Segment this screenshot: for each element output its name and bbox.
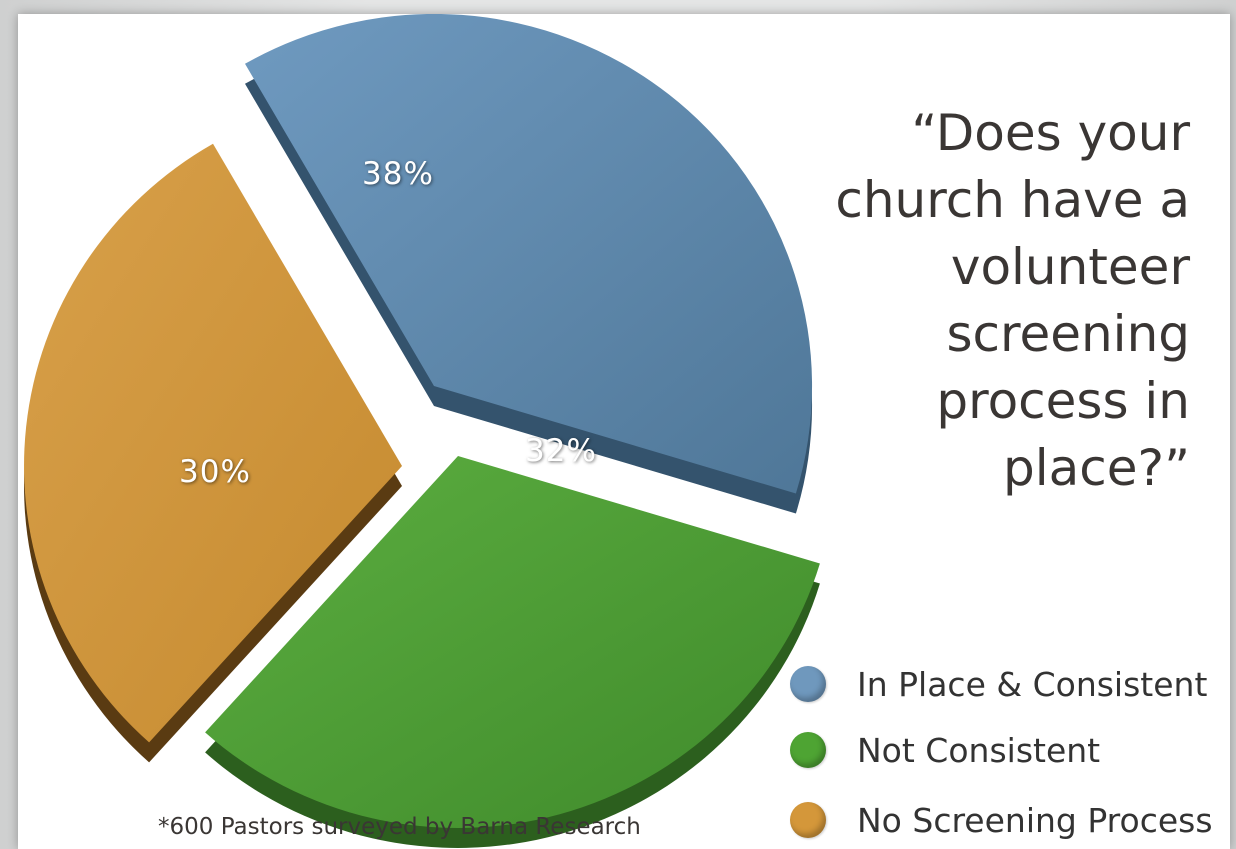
title-line: process in	[936, 372, 1190, 430]
slice-no-screening-process-top	[24, 143, 402, 743]
chart-title: “Does your church have a volunteer scree…	[790, 100, 1190, 502]
legend-item-no-screening-process: No Screening Process	[790, 800, 1213, 840]
title-line: church have a	[835, 171, 1190, 229]
pie-chart	[24, 14, 820, 848]
slice-not-consistent	[205, 456, 820, 848]
slice-not-consistent-top	[205, 456, 820, 828]
title-line: volunteer	[950, 238, 1190, 296]
slice-in-place-consistent	[245, 14, 813, 514]
slice-label-not-consistent: 32%	[525, 433, 597, 469]
legend-item-not-consistent: Not Consistent	[790, 730, 1100, 770]
slice-label-no-screening-process: 30%	[179, 454, 251, 490]
legend-label: Not Consistent	[857, 730, 1101, 770]
slice-label-in-place-consistent: 38%	[362, 156, 434, 192]
legend-label: No Screening Process	[857, 800, 1213, 840]
title-line: screening	[946, 305, 1190, 363]
slice-no-screening-process	[24, 143, 402, 763]
legend-item-in-place-consistent: In Place & Consistent	[790, 664, 1207, 704]
legend-swatch-blue	[790, 666, 826, 702]
legend-label: In Place & Consistent	[857, 664, 1208, 704]
title-line: “Does your	[911, 104, 1190, 162]
legend-swatch-orange	[790, 802, 826, 838]
footnote: *600 Pastors surveyed by Barna Research	[158, 814, 641, 840]
chart-card: 38% 32% 30% “Does your church have a vol…	[18, 14, 1230, 849]
slice-in-place-consistent-top	[245, 14, 813, 494]
legend-swatch-green	[790, 732, 826, 768]
title-line: place?”	[1003, 439, 1190, 497]
